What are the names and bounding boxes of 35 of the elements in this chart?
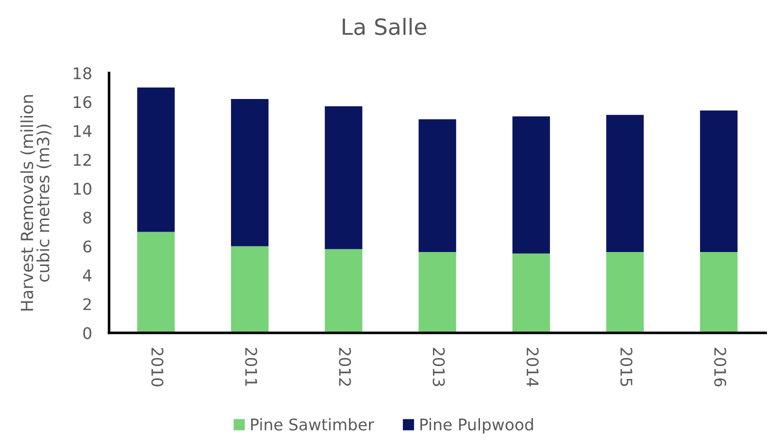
legend-label: Pine Pulpwood <box>420 418 533 434</box>
y-tick-label: 12 <box>74 154 91 166</box>
bar <box>606 252 644 333</box>
bar <box>512 253 550 333</box>
x-tick-label: 2014 <box>526 348 539 387</box>
bar <box>324 106 362 250</box>
bar <box>418 119 456 252</box>
bar <box>606 114 644 252</box>
y-tick-label: 8 <box>83 212 92 224</box>
y-axis-title: Harvest Removals (million cubic metres (m3)) <box>20 95 52 311</box>
legend-label: Pine Sawtimber <box>251 418 374 431</box>
bar <box>418 252 456 333</box>
bar <box>700 110 738 252</box>
bar <box>324 249 362 333</box>
chart-title: La Salle <box>342 18 426 36</box>
x-tick-label: 2010 <box>151 348 164 386</box>
bar <box>231 246 269 333</box>
bar <box>137 232 175 333</box>
x-tick-label: 2012 <box>338 348 352 386</box>
y-tick-label: 14 <box>74 125 92 137</box>
y-tick-label: 4 <box>83 270 92 282</box>
y-tick-label: 2 <box>83 298 91 310</box>
y-tick-label: 16 <box>74 96 92 108</box>
y-tick-label: 18 <box>74 67 92 80</box>
bar <box>700 252 738 333</box>
y-tick-label: 6 <box>83 240 92 253</box>
x-tick-label: 2016 <box>714 348 726 386</box>
x-tick-label: 2013 <box>432 348 445 386</box>
x-tick-label: 2011 <box>245 348 258 386</box>
x-tick-label: 2015 <box>620 348 632 386</box>
bar <box>137 87 175 232</box>
bar <box>512 116 550 254</box>
bar <box>231 99 269 246</box>
y-tick-label: 0 <box>83 327 92 340</box>
y-tick-label: 10 <box>74 182 92 195</box>
